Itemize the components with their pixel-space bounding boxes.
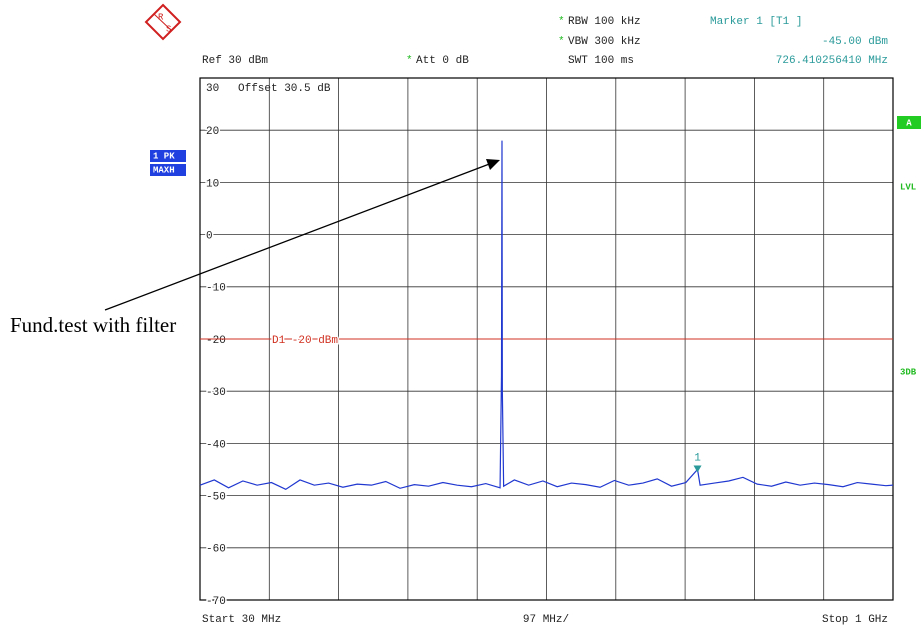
trace-mode-box bbox=[150, 164, 186, 176]
y-tick-label: -40 bbox=[206, 439, 226, 451]
vbw: VBW 300 kHz bbox=[568, 36, 641, 48]
arrow bbox=[104, 162, 493, 311]
marker-label: 1 bbox=[694, 452, 701, 464]
trace-mode-box bbox=[150, 150, 186, 162]
side-box bbox=[897, 116, 921, 129]
logo: R S bbox=[144, 3, 182, 41]
flag: * bbox=[406, 55, 413, 67]
flag: * bbox=[558, 16, 565, 28]
y-tick-label: -60 bbox=[206, 544, 226, 556]
annotation: Fund.test with filter bbox=[10, 313, 176, 337]
side-label: LVL bbox=[900, 182, 916, 192]
marker-freq: 726.410256410 MHz bbox=[776, 55, 888, 67]
marker-level: -45.00 dBm bbox=[822, 36, 888, 48]
y-tick-label: 10 bbox=[206, 178, 219, 190]
y-tick-label: -50 bbox=[206, 492, 226, 504]
marker bbox=[693, 465, 702, 473]
logo-s: S bbox=[166, 24, 171, 34]
ref: Ref 30 dBm bbox=[202, 55, 268, 67]
logo-r: R bbox=[158, 12, 164, 22]
y-tick-label: -20 bbox=[206, 335, 226, 347]
offset: Offset 30.5 dB bbox=[238, 83, 331, 95]
logo-stroke bbox=[153, 13, 173, 32]
span: 97 MHz/ bbox=[523, 614, 569, 626]
logo-diamond bbox=[144, 3, 182, 41]
y-tick-label: 0 bbox=[206, 231, 213, 243]
trace-mode: MAXH bbox=[153, 165, 175, 175]
trace bbox=[199, 140, 894, 491]
att: Att 0 dB bbox=[416, 55, 469, 67]
trace-mode: 1 PK bbox=[153, 151, 175, 161]
arrow-head bbox=[486, 159, 500, 170]
display-line-label: D1 -20 dBm bbox=[272, 335, 338, 347]
side-label: 3DB bbox=[900, 367, 917, 377]
y-tick-label: -10 bbox=[206, 283, 226, 295]
y-tick-label: -70 bbox=[206, 596, 226, 608]
swt: SWT 100 ms bbox=[568, 55, 634, 67]
flag: * bbox=[558, 36, 565, 48]
side-label: A bbox=[906, 118, 912, 128]
start: Start 30 MHz bbox=[202, 614, 281, 626]
stop: Stop 1 GHz bbox=[822, 614, 888, 626]
y-tick-label: -30 bbox=[206, 387, 226, 399]
marker-title: Marker 1 [T1 ] bbox=[710, 16, 802, 28]
y-tick-label: 20 bbox=[206, 126, 219, 138]
rbw: RBW 100 kHz bbox=[568, 16, 641, 28]
y-tick-label: 30 bbox=[206, 83, 219, 95]
plot: 30 20 10 0 -10 -20 -30 -40 -50 -60 -70 D1 -20 dBm 1 bbox=[199, 77, 894, 609]
